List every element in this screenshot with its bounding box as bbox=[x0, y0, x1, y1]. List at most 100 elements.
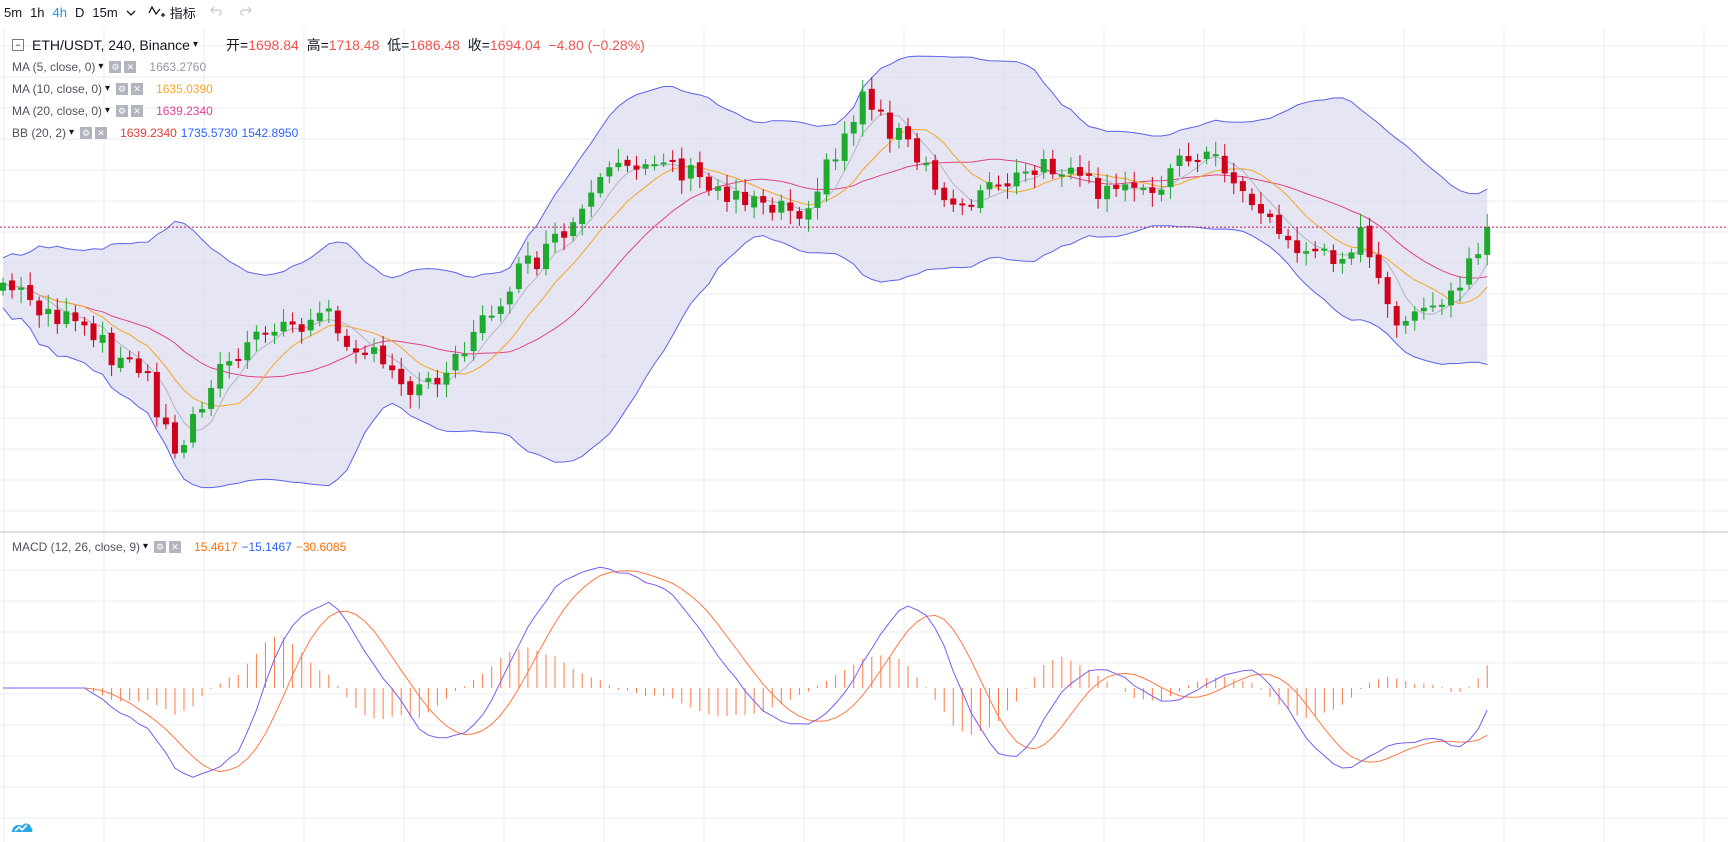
candle-body bbox=[63, 311, 70, 325]
candle-body bbox=[651, 164, 658, 167]
indicator-label[interactable]: MA (20, close, 0) bbox=[12, 104, 103, 118]
indicator-label[interactable]: MA (10, close, 0) bbox=[12, 82, 103, 96]
chevron-down-icon[interactable]: ▾ bbox=[192, 39, 198, 50]
low-value: 1686.48 bbox=[409, 37, 460, 53]
settings-icon[interactable]: ⚙ bbox=[80, 127, 93, 139]
candle-body bbox=[778, 200, 785, 213]
candle-body bbox=[814, 191, 821, 208]
candle-body bbox=[1158, 189, 1165, 195]
indicator-label[interactable]: BB (20, 2) bbox=[12, 126, 67, 140]
indicator-row: BB (20, 2) ▾ ⚙ ✕ 1639.2340 1735.5730 1542.8950 bbox=[12, 122, 645, 144]
chevron-down-icon[interactable]: ▾ bbox=[69, 127, 75, 138]
macd-label[interactable]: MACD (12, 26, close, 9) bbox=[12, 540, 141, 554]
candle-body bbox=[687, 165, 694, 179]
candle-body bbox=[859, 91, 866, 125]
candle-body bbox=[0, 282, 6, 291]
undo-button[interactable] bbox=[209, 4, 224, 21]
close-icon[interactable]: ✕ bbox=[131, 105, 144, 117]
candle-body bbox=[796, 211, 803, 219]
candle-body bbox=[877, 109, 884, 112]
redo-button[interactable] bbox=[238, 4, 252, 21]
indicators-label: 指标 bbox=[169, 5, 196, 21]
indicator-row: MA (10, close, 0) ▾ ⚙ ✕ 1635.0390 bbox=[12, 78, 645, 100]
candle-body bbox=[1185, 156, 1192, 162]
chevron-down-icon[interactable]: ▾ bbox=[98, 61, 104, 72]
indicator-row: MA (20, close, 0) ▾ ⚙ ✕ 1639.2340 bbox=[12, 100, 645, 122]
candle-body bbox=[696, 162, 703, 178]
candle-body bbox=[570, 222, 577, 237]
chevron-down-icon[interactable]: ▾ bbox=[143, 541, 149, 552]
close-icon[interactable]: ✕ bbox=[131, 83, 144, 95]
macd-row: MACD (12, 26, close, 9) ▾ ⚙ ✕ 15.4617 −15.146… bbox=[12, 536, 346, 558]
candle-body bbox=[959, 203, 966, 206]
chevron-down-icon[interactable]: ▾ bbox=[105, 83, 111, 94]
toolbar: 5m 1h 4h D 15m 指标 bbox=[0, 0, 1728, 24]
indicators-button[interactable]: 指标 bbox=[148, 3, 196, 22]
candle-body bbox=[162, 417, 169, 425]
candle-body bbox=[470, 331, 477, 352]
close-icon[interactable]: ✕ bbox=[95, 127, 108, 139]
timeframe-d[interactable]: D bbox=[75, 4, 85, 20]
candle-body bbox=[1230, 172, 1237, 184]
settings-icon[interactable]: ⚙ bbox=[116, 105, 129, 117]
candle-body bbox=[90, 323, 97, 341]
candle-body bbox=[1285, 235, 1292, 241]
price-chart-canvas[interactable] bbox=[0, 28, 1728, 842]
chart-area[interactable]: − ETH/USDT, 240, Binance ▾ 开=1698.84 高=1… bbox=[0, 28, 1728, 842]
candle-body bbox=[262, 332, 269, 335]
candle-body bbox=[579, 208, 586, 224]
indicator-label[interactable]: MA (5, close, 0) bbox=[12, 60, 96, 74]
candle-body bbox=[1276, 214, 1283, 234]
settings-icon[interactable]: ⚙ bbox=[109, 61, 122, 73]
settings-icon[interactable]: ⚙ bbox=[116, 83, 129, 95]
candle-body bbox=[633, 165, 640, 170]
candle-body bbox=[769, 204, 776, 213]
candle-body bbox=[1248, 193, 1255, 206]
candle-body bbox=[1049, 158, 1056, 175]
indicators-icon bbox=[148, 5, 165, 17]
chevron-down-icon[interactable]: ▾ bbox=[105, 105, 111, 116]
candle-body bbox=[678, 158, 685, 181]
close-icon[interactable]: ✕ bbox=[169, 541, 182, 553]
close-icon[interactable]: ✕ bbox=[124, 61, 137, 73]
candle-body bbox=[1257, 204, 1264, 214]
candle-body bbox=[1484, 227, 1491, 255]
candle-body bbox=[181, 445, 187, 453]
candle-body bbox=[434, 377, 441, 385]
candle-body bbox=[1031, 170, 1038, 175]
candle-body bbox=[497, 306, 504, 315]
timeframe-5m[interactable]: 5m bbox=[4, 4, 23, 20]
candle-body bbox=[362, 352, 368, 355]
candle-body bbox=[805, 208, 812, 220]
candle-body bbox=[99, 335, 106, 343]
indicator-value: 1635.0390 bbox=[156, 82, 213, 96]
candle-body bbox=[1448, 290, 1454, 306]
candle-body bbox=[642, 164, 649, 169]
timeframe-4h[interactable]: 4h bbox=[52, 4, 67, 20]
candle-body bbox=[977, 190, 984, 209]
candle-body bbox=[1411, 311, 1418, 321]
candle-body bbox=[506, 291, 513, 305]
timeframe-dropdown-button[interactable] bbox=[126, 5, 136, 20]
candle-body bbox=[868, 88, 875, 110]
symbol-title[interactable]: ETH/USDT, 240, Binance bbox=[32, 37, 190, 53]
candle-body bbox=[1420, 307, 1427, 312]
candle-body bbox=[1402, 320, 1409, 326]
candle-body bbox=[932, 160, 939, 190]
tradingview-logo-icon[interactable] bbox=[10, 818, 34, 836]
candle-body bbox=[343, 335, 350, 347]
close-label: 收= bbox=[467, 37, 490, 53]
redo-icon bbox=[239, 6, 252, 16]
candle-body bbox=[298, 324, 305, 332]
timeframe-1h[interactable]: 1h bbox=[30, 4, 45, 20]
candle-body bbox=[705, 176, 712, 191]
timeframe-15m[interactable]: 15m bbox=[92, 4, 118, 20]
collapse-legend-button[interactable]: − bbox=[12, 39, 24, 51]
settings-icon[interactable]: ⚙ bbox=[154, 541, 167, 553]
candle-body bbox=[190, 414, 197, 443]
candle-body bbox=[895, 128, 902, 140]
candle-body bbox=[407, 381, 414, 395]
candle-body bbox=[108, 332, 115, 366]
candle-body bbox=[543, 243, 549, 270]
candle-body bbox=[841, 133, 848, 161]
